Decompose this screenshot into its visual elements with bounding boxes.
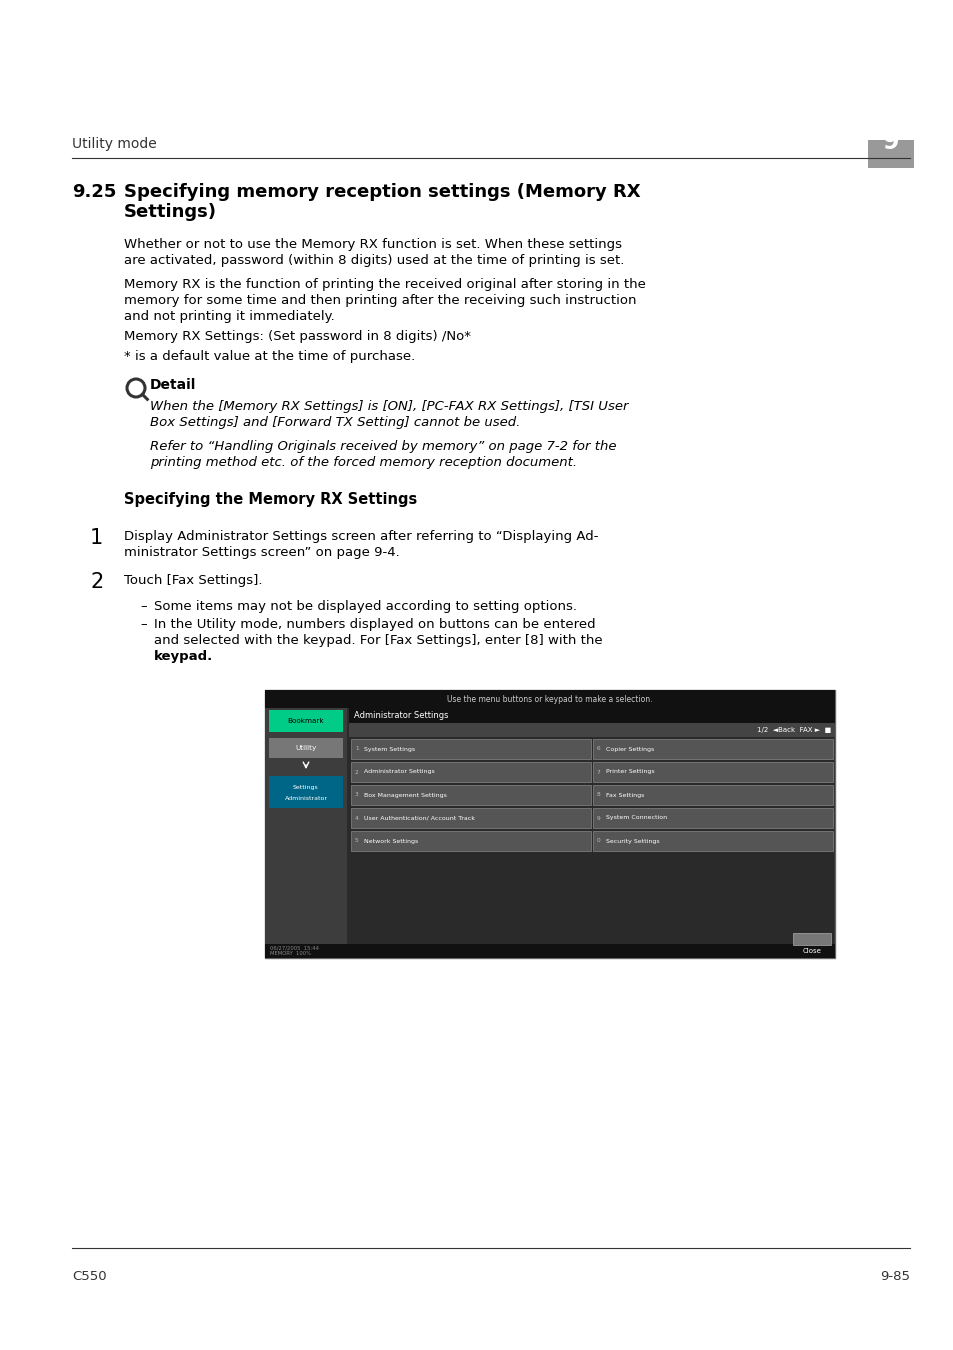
Bar <box>351 761 590 782</box>
Bar <box>265 944 834 958</box>
Text: 9: 9 <box>597 815 600 821</box>
Bar <box>593 784 832 805</box>
Bar <box>593 809 832 828</box>
Bar <box>269 738 343 757</box>
Text: 8: 8 <box>597 792 600 798</box>
Text: 7: 7 <box>597 769 600 775</box>
Text: Whether or not to use the Memory RX function is set. When these settings: Whether or not to use the Memory RX func… <box>124 238 621 251</box>
Text: 2: 2 <box>90 572 103 593</box>
Text: are activated, password (within 8 digits) used at the time of printing is set.: are activated, password (within 8 digits… <box>124 254 623 267</box>
Text: and not printing it immediately.: and not printing it immediately. <box>124 310 335 323</box>
Text: Utility mode: Utility mode <box>71 136 156 151</box>
Text: Administrator: Administrator <box>284 795 327 801</box>
Text: Copier Settings: Copier Settings <box>605 747 654 752</box>
Bar <box>349 707 834 724</box>
Text: Display Administrator Settings screen after referring to “Displaying Ad-: Display Administrator Settings screen af… <box>124 531 598 543</box>
Text: 9.25: 9.25 <box>71 184 116 201</box>
Text: Utility: Utility <box>295 745 316 751</box>
Text: Some items may not be displayed according to setting options.: Some items may not be displayed accordin… <box>153 599 577 613</box>
Text: 6: 6 <box>597 747 600 752</box>
Text: Specifying the Memory RX Settings: Specifying the Memory RX Settings <box>124 491 416 508</box>
Bar <box>593 761 832 782</box>
Text: Box Settings] and [Forward TX Setting] cannot be used.: Box Settings] and [Forward TX Setting] c… <box>150 416 519 429</box>
Text: Box Management Settings: Box Management Settings <box>364 792 446 798</box>
Bar <box>792 933 830 945</box>
Text: Bookmark: Bookmark <box>288 718 324 724</box>
Bar <box>593 832 832 850</box>
Text: Settings: Settings <box>293 786 318 791</box>
Text: User Authentication/ Account Track: User Authentication/ Account Track <box>364 815 475 821</box>
Text: Administrator Settings: Administrator Settings <box>354 711 448 720</box>
Bar <box>593 738 832 759</box>
Text: Administrator Settings: Administrator Settings <box>364 769 435 775</box>
Text: 4: 4 <box>355 815 358 821</box>
Text: In the Utility mode, numbers displayed on buttons can be entered: In the Utility mode, numbers displayed o… <box>153 618 595 630</box>
Text: System Connection: System Connection <box>605 815 666 821</box>
Bar <box>349 724 834 737</box>
Text: Printer Settings: Printer Settings <box>605 769 654 775</box>
Bar <box>351 832 590 850</box>
Text: –: – <box>140 618 147 630</box>
Text: Fax Settings: Fax Settings <box>605 792 643 798</box>
Bar <box>269 776 343 809</box>
Text: printing method etc. of the forced memory reception document.: printing method etc. of the forced memor… <box>150 456 577 468</box>
Text: 0: 0 <box>597 838 600 844</box>
Text: Security Settings: Security Settings <box>605 838 659 844</box>
Text: Memory RX is the function of printing the received original after storing in the: Memory RX is the function of printing th… <box>124 278 645 292</box>
Text: 2: 2 <box>355 769 358 775</box>
Text: 5: 5 <box>355 838 358 844</box>
Text: Refer to “Handling Originals received by memory” on page 7-2 for the: Refer to “Handling Originals received by… <box>150 440 616 454</box>
Text: System Settings: System Settings <box>364 747 415 752</box>
Text: 1: 1 <box>90 528 103 548</box>
Text: –: – <box>140 599 147 613</box>
Text: 1/2  ◄Back  FAX ►  ■: 1/2 ◄Back FAX ► ■ <box>756 728 830 733</box>
Text: Memory RX Settings: (Set password in 8 digits) /No*: Memory RX Settings: (Set password in 8 d… <box>124 329 471 343</box>
Text: and selected with the keypad. For [Fax Settings], enter [8] with the: and selected with the keypad. For [Fax S… <box>153 634 602 647</box>
Text: Specifying memory reception settings (Memory RX: Specifying memory reception settings (Me… <box>124 184 640 201</box>
Text: ministrator Settings screen” on page 9-4.: ministrator Settings screen” on page 9-4… <box>124 545 399 559</box>
Text: * is a default value at the time of purchase.: * is a default value at the time of purc… <box>124 350 415 363</box>
Text: 9: 9 <box>882 130 899 154</box>
Text: 1: 1 <box>355 747 358 752</box>
Bar <box>351 809 590 828</box>
Text: Touch [Fax Settings].: Touch [Fax Settings]. <box>124 574 262 587</box>
Bar <box>351 738 590 759</box>
Bar <box>269 710 343 732</box>
Text: Use the menu buttons or keypad to make a selection.: Use the menu buttons or keypad to make a… <box>447 694 652 703</box>
Bar <box>867 140 913 167</box>
Text: Network Settings: Network Settings <box>364 838 417 844</box>
Bar <box>265 690 347 958</box>
Bar <box>265 690 834 958</box>
Text: C550: C550 <box>71 1270 107 1282</box>
Text: Detail: Detail <box>150 378 196 392</box>
Text: keypad.: keypad. <box>153 649 213 663</box>
Text: 06/27/2005  15:44
MEMORY  100%: 06/27/2005 15:44 MEMORY 100% <box>270 945 318 956</box>
Text: 9-85: 9-85 <box>879 1270 909 1282</box>
Text: When the [Memory RX Settings] is [ON], [PC-FAX RX Settings], [TSI User: When the [Memory RX Settings] is [ON], [… <box>150 400 628 413</box>
Bar <box>351 784 590 805</box>
Text: Settings): Settings) <box>124 202 216 221</box>
Bar <box>265 690 834 707</box>
Text: Close: Close <box>801 948 821 954</box>
Text: memory for some time and then printing after the receiving such instruction: memory for some time and then printing a… <box>124 294 636 306</box>
Text: 3: 3 <box>355 792 358 798</box>
